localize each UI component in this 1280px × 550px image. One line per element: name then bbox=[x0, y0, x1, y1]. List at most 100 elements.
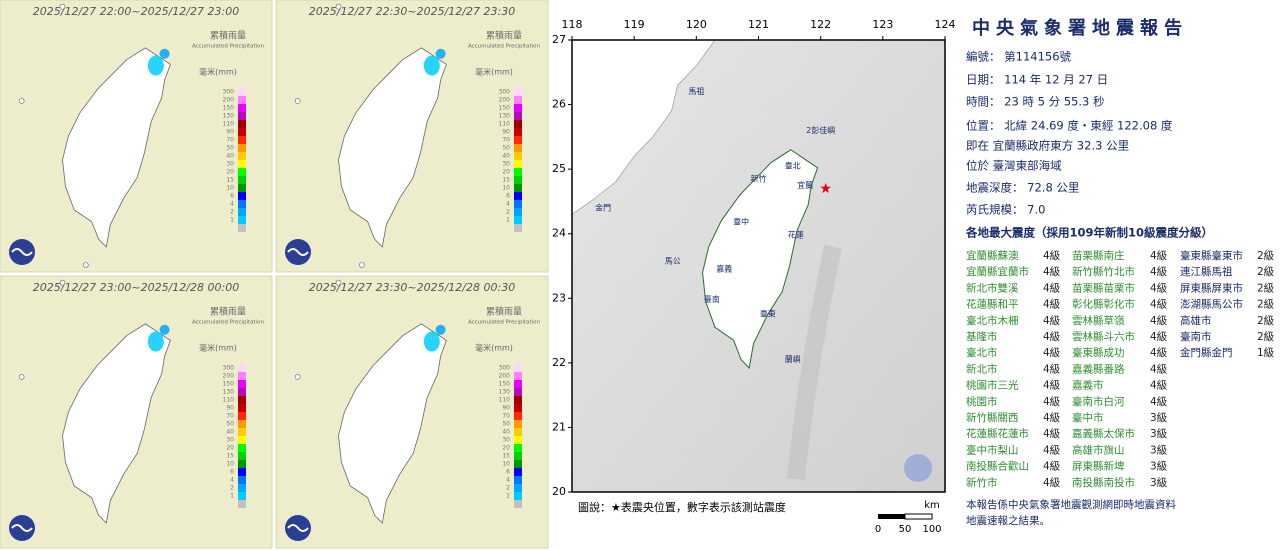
legend-swatch bbox=[238, 184, 246, 192]
legend-label: 130 bbox=[223, 113, 235, 120]
legend-unit: 毫米(mm) bbox=[199, 343, 237, 353]
legend-swatch bbox=[514, 420, 522, 428]
legend-label: 300 bbox=[499, 365, 511, 372]
report-title: 中央氣象署地震報告 bbox=[972, 17, 1188, 39]
legend-label: 30 bbox=[226, 161, 234, 168]
legend-swatch bbox=[238, 492, 246, 500]
legend-label: 1 bbox=[230, 493, 234, 500]
legend-swatch bbox=[514, 104, 522, 112]
legend-label: 130 bbox=[223, 389, 235, 396]
station-name: 臺南市 bbox=[1180, 330, 1212, 343]
station-intensity: 4級 bbox=[1150, 281, 1168, 294]
legend-swatch bbox=[238, 176, 246, 184]
legend-subtitle: Accumulated Precipitation bbox=[468, 320, 541, 326]
legend-label: 40 bbox=[502, 429, 510, 436]
station-name: 臺南市白河 bbox=[1072, 395, 1125, 408]
legend-swatch bbox=[238, 372, 246, 380]
station-name: 彰化縣彰化市 bbox=[1072, 298, 1135, 311]
legend-swatch bbox=[514, 120, 522, 128]
legend-label: 70 bbox=[502, 413, 510, 420]
legend-label: 4 bbox=[506, 201, 510, 208]
report-line: 位於 臺灣東部海域 bbox=[966, 159, 1062, 173]
station-name: 澎湖縣馬公市 bbox=[1180, 298, 1243, 311]
logo-wave bbox=[287, 248, 309, 256]
scale-label: 0 bbox=[875, 524, 881, 535]
legend-swatch bbox=[514, 412, 522, 420]
legend-swatch bbox=[514, 112, 522, 120]
place-label: 馬公 bbox=[665, 256, 681, 265]
station-intensity: 4級 bbox=[1043, 411, 1061, 424]
legend-swatch bbox=[238, 420, 246, 428]
legend-swatch bbox=[238, 500, 246, 508]
legend-label: 6 bbox=[230, 193, 234, 200]
station-intensity: 4級 bbox=[1150, 314, 1168, 327]
lon-tick-label: 124 bbox=[935, 18, 956, 31]
report-line: 位置： 北緯 24.69 度・東經 122.08 度 bbox=[966, 119, 1173, 133]
legend-title: 累積雨量 bbox=[210, 30, 246, 42]
legend-swatch bbox=[514, 144, 522, 152]
rain-area bbox=[147, 55, 164, 76]
legend-swatch bbox=[514, 208, 522, 216]
legend-swatch bbox=[514, 364, 522, 372]
legend-swatch bbox=[238, 144, 246, 152]
report-line: 地震深度： 72.8 公里 bbox=[966, 181, 1079, 195]
place-label: 新竹 bbox=[751, 173, 767, 183]
station-name: 臺東縣臺東市 bbox=[1180, 249, 1243, 262]
legend-label: 40 bbox=[502, 153, 510, 160]
station-name: 南投縣合歡山 bbox=[966, 460, 1029, 473]
station-intensity: 3級 bbox=[1150, 460, 1168, 473]
legend-swatch bbox=[238, 192, 246, 200]
station-name: 臺北市木柵 bbox=[966, 314, 1019, 327]
station-name: 臺東縣成功 bbox=[1072, 346, 1125, 359]
scale-label: 50 bbox=[899, 524, 912, 535]
report-line: 日期： 114 年 12 月 27 日 bbox=[966, 73, 1108, 87]
logo-wave bbox=[11, 248, 33, 256]
legend-label: 2 bbox=[230, 485, 234, 492]
lon-tick-label: 120 bbox=[686, 18, 707, 31]
legend-swatch bbox=[514, 88, 522, 96]
legend-swatch bbox=[238, 404, 246, 412]
station-name: 嘉義市 bbox=[1072, 379, 1104, 392]
station-name: 桃園市三光 bbox=[966, 379, 1019, 392]
lat-tick-label: 25 bbox=[552, 162, 566, 175]
legend-swatch bbox=[238, 452, 246, 460]
station-intensity: 4級 bbox=[1043, 460, 1061, 473]
legend-swatch bbox=[238, 112, 246, 120]
legend-label: 50 bbox=[502, 421, 510, 428]
legend-label: 70 bbox=[226, 137, 234, 144]
legend-swatch bbox=[238, 396, 246, 404]
legend-swatch bbox=[514, 176, 522, 184]
legend-label: 20 bbox=[226, 445, 234, 452]
legend-label: 4 bbox=[230, 477, 234, 484]
station-intensity: 4級 bbox=[1150, 395, 1168, 408]
lat-tick-label: 24 bbox=[552, 227, 566, 240]
station-name: 南投縣南投市 bbox=[1072, 476, 1135, 489]
legend-subtitle: Accumulated Precipitation bbox=[192, 44, 265, 50]
island bbox=[294, 98, 301, 104]
station-intensity: 4級 bbox=[1043, 314, 1061, 327]
legend-swatch bbox=[514, 436, 522, 444]
logo-wave bbox=[287, 524, 309, 532]
rain-panel: 2025/12/27 23:00~2025/12/28 00:00 累積雨量 Acc… bbox=[0, 262, 273, 549]
legend-swatch bbox=[514, 492, 522, 500]
station-name: 臺中市梨山 bbox=[966, 443, 1019, 456]
legend-swatch bbox=[514, 484, 522, 492]
legend-swatch bbox=[238, 476, 246, 484]
legend-label: 50 bbox=[226, 145, 234, 152]
trench bbox=[786, 244, 842, 481]
place-label: 花蓮 bbox=[788, 230, 804, 240]
legend-swatch bbox=[238, 468, 246, 476]
station-name: 嘉義縣太保市 bbox=[1072, 427, 1135, 440]
legend-label: 30 bbox=[502, 161, 510, 168]
legend-swatch bbox=[514, 152, 522, 160]
legend-label: 110 bbox=[499, 397, 511, 404]
station-name: 基隆市 bbox=[966, 330, 998, 343]
island bbox=[83, 262, 89, 268]
rain-panel: 2025/12/27 23:30~2025/12/28 00:30 累積雨量 Acc… bbox=[275, 262, 549, 549]
station-name: 苗栗縣南庄 bbox=[1072, 249, 1125, 262]
place-label: 2彭佳嶼 bbox=[806, 125, 835, 135]
place-label: 馬祖 bbox=[688, 86, 704, 96]
map-caption: 圖說：★表震央位置，數字表示該測站震度 bbox=[578, 500, 786, 514]
